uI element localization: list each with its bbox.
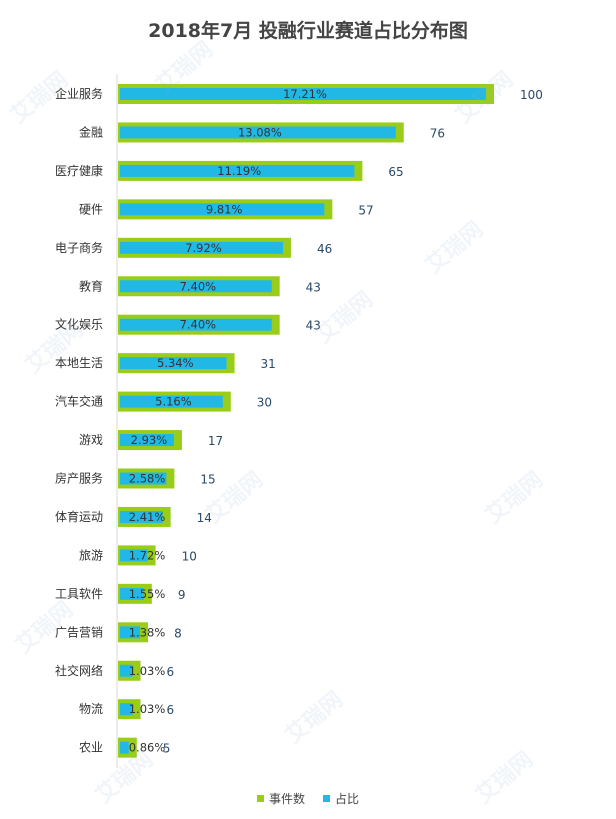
bar-share <box>120 703 133 716</box>
share-label: 5.34% <box>157 356 194 370</box>
legend-swatch-share <box>323 795 330 802</box>
legend-label-share: 占比 <box>335 792 360 806</box>
category-label: 社交网络 <box>55 663 103 678</box>
bar-share <box>120 741 129 754</box>
category-label: 体育运动 <box>55 509 103 524</box>
category-label: 本地生活 <box>55 356 103 370</box>
legend: 事件数 占比 <box>0 790 616 807</box>
share-label: 2.41% <box>129 510 166 524</box>
count-label: 17 <box>208 434 223 448</box>
count-label: 100 <box>520 88 543 102</box>
share-label: 2.58% <box>129 472 166 486</box>
share-label: 0.86% <box>129 741 166 755</box>
bar-share <box>120 357 227 370</box>
category-label: 电子商务 <box>55 240 103 255</box>
bar-share <box>120 395 223 408</box>
bar-share <box>120 126 396 139</box>
legend-swatch-count <box>256 795 264 802</box>
chart-title: 2018年7月 投融行业赛道占比分布图 <box>148 20 468 42</box>
bar-share <box>120 280 272 293</box>
bar-share <box>120 664 133 677</box>
category-label: 教育 <box>79 278 103 293</box>
share-label: 2.93% <box>131 433 168 447</box>
count-label: 57 <box>358 203 373 217</box>
bar-share <box>120 510 163 523</box>
count-label: 8 <box>174 626 182 640</box>
share-label: 13.08% <box>238 125 282 139</box>
count-label: 43 <box>306 319 321 333</box>
count-label: 46 <box>317 242 332 256</box>
count-label: 31 <box>261 357 276 371</box>
bar-share <box>120 626 141 639</box>
count-label: 30 <box>257 396 272 410</box>
bar-share <box>120 318 272 331</box>
legend-label-count: 事件数 <box>268 792 305 806</box>
count-label: 5 <box>163 742 171 756</box>
count-label: 43 <box>306 280 321 294</box>
bar-share <box>120 472 167 485</box>
bar-share <box>120 434 174 447</box>
share-label: 1.03% <box>129 664 166 678</box>
count-label: 76 <box>430 126 445 140</box>
bar-share <box>120 203 325 216</box>
bar-share <box>120 164 355 177</box>
share-label: 7.40% <box>180 279 217 293</box>
count-label: 9 <box>178 588 186 602</box>
category-label: 文化娱乐 <box>55 317 103 332</box>
share-label: 11.19% <box>217 164 261 178</box>
category-label: 物流 <box>79 702 103 716</box>
category-label: 金融 <box>79 124 103 139</box>
share-label: 17.21% <box>283 87 327 101</box>
bar-share <box>120 241 283 254</box>
share-label: 1.03% <box>129 702 166 716</box>
category-label: 汽车交通 <box>55 394 103 409</box>
count-label: 6 <box>167 665 175 679</box>
bar-share <box>120 549 148 562</box>
category-label: 房产服务 <box>55 471 103 486</box>
share-label: 1.72% <box>129 548 166 562</box>
count-label: 15 <box>200 473 215 487</box>
count-label: 14 <box>197 511 212 525</box>
category-label: 硬件 <box>79 202 103 216</box>
category-label: 工具软件 <box>55 587 103 601</box>
count-label: 6 <box>167 703 175 717</box>
share-label: 7.40% <box>180 318 217 332</box>
category-label: 农业 <box>79 741 103 755</box>
share-label: 1.38% <box>129 625 166 639</box>
share-label: 1.55% <box>129 587 166 601</box>
category-label: 旅游 <box>79 548 103 562</box>
bar-share <box>120 88 486 100</box>
legend-item-share: 占比 <box>323 790 359 807</box>
category-label: 游戏 <box>79 433 103 447</box>
share-label: 7.92% <box>185 241 222 255</box>
category-label: 企业服务 <box>55 86 103 101</box>
count-label: 65 <box>388 165 403 179</box>
category-label: 医疗健康 <box>55 163 103 178</box>
count-label: 10 <box>182 549 197 563</box>
legend-item-count: 事件数 <box>256 790 305 807</box>
share-label: 9.81% <box>206 202 243 216</box>
share-label: 5.16% <box>155 395 192 409</box>
category-label: 广告营销 <box>55 625 103 639</box>
bar-share <box>120 587 144 600</box>
